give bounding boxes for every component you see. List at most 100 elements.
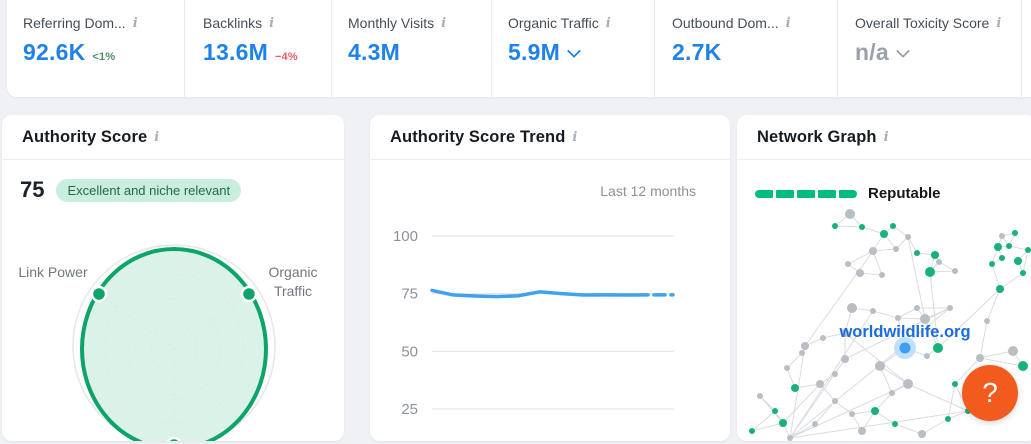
metric-value-dropdown[interactable]: n/a (855, 39, 1021, 66)
graph-node[interactable] (989, 261, 995, 267)
graph-node[interactable] (820, 335, 826, 341)
graph-node[interactable] (952, 381, 958, 387)
graph-node[interactable] (858, 427, 866, 435)
graph-node[interactable] (905, 234, 911, 240)
metric-label: Referring Dom... i (23, 15, 184, 31)
graph-node[interactable] (1012, 230, 1018, 236)
metric-monthly-visits: Monthly Visits i 4.3M (332, 0, 492, 97)
graph-node[interactable] (801, 342, 809, 350)
graph-node[interactable] (871, 407, 879, 415)
trend-line (430, 288, 650, 299)
info-icon[interactable]: i (154, 129, 160, 145)
metric-label-text: Overall Toxicity Score (855, 15, 990, 31)
info-icon[interactable]: i (132, 15, 138, 31)
graph-node[interactable] (903, 379, 913, 389)
info-icon[interactable]: i (269, 15, 275, 31)
help-button[interactable]: ? (962, 365, 1018, 421)
graph-node[interactable] (779, 419, 787, 427)
graph-node[interactable] (925, 267, 935, 277)
graph-node[interactable] (976, 354, 984, 362)
graph-node[interactable] (787, 435, 793, 441)
graph-node[interactable] (870, 308, 876, 314)
metric-label-text: Backlinks (203, 15, 263, 31)
graph-node[interactable] (869, 247, 877, 255)
authority-radar-chart (72, 244, 276, 441)
graph-node[interactable] (847, 303, 857, 313)
graph-node[interactable] (845, 261, 851, 267)
question-mark-icon: ? (982, 377, 998, 408)
info-icon[interactable]: i (883, 129, 889, 145)
graph-node[interactable] (812, 421, 818, 427)
graph-node-center[interactable] (899, 342, 911, 354)
graph-node[interactable] (879, 272, 885, 278)
graph-node[interactable] (914, 250, 920, 256)
graph-node[interactable] (984, 318, 990, 324)
chevron-down-icon[interactable] (566, 43, 582, 59)
graph-node[interactable] (749, 428, 755, 434)
graph-node[interactable] (784, 365, 790, 371)
graph-node[interactable] (918, 430, 926, 438)
graph-node[interactable] (841, 329, 849, 337)
legend-label: Reputable (868, 185, 941, 202)
info-icon[interactable]: i (572, 129, 578, 145)
y-axis-tick: 100 (393, 228, 418, 245)
graph-node[interactable] (841, 355, 849, 363)
graph-node[interactable] (1006, 243, 1012, 249)
card-header: Authority Score Trend i (370, 115, 730, 160)
graph-node[interactable] (875, 361, 885, 371)
graph-node[interactable] (999, 255, 1005, 261)
graph-node[interactable] (996, 285, 1004, 293)
graph-node[interactable] (880, 230, 888, 238)
metric-delta: <1% (92, 51, 116, 63)
graph-node[interactable] (772, 408, 778, 414)
graph-node[interactable] (936, 259, 942, 265)
info-icon[interactable]: i (785, 15, 791, 31)
card-header: Network Graph i (737, 115, 1031, 160)
metric-label: Backlinks i (203, 15, 331, 31)
graph-node[interactable] (892, 421, 898, 427)
graph-node[interactable] (999, 233, 1005, 239)
graph-node[interactable] (952, 268, 958, 274)
graph-node[interactable] (1014, 257, 1022, 265)
graph-node[interactable] (832, 398, 838, 404)
graph-node[interactable] (1020, 270, 1026, 276)
info-icon[interactable]: i (441, 15, 447, 31)
graph-node[interactable] (947, 305, 953, 311)
graph-node[interactable] (933, 343, 943, 353)
graph-node[interactable] (895, 315, 901, 321)
graph-node[interactable] (856, 269, 864, 277)
radar-point-link-power[interactable] (90, 285, 108, 303)
card-header: Authority Score i (2, 115, 344, 160)
graph-node[interactable] (757, 393, 763, 399)
graph-node[interactable] (945, 416, 951, 422)
graph-node[interactable] (859, 224, 865, 230)
graph-node[interactable] (924, 353, 930, 359)
graph-node[interactable] (845, 209, 855, 219)
graph-node[interactable] (890, 223, 896, 229)
metric-label-text: Referring Dom... (23, 15, 126, 31)
chevron-down-icon[interactable] (895, 43, 910, 59)
info-icon[interactable]: i (605, 15, 611, 31)
graph-node[interactable] (920, 314, 930, 324)
graph-node[interactable] (832, 223, 838, 229)
network-center-label[interactable]: worldwildlife.org (838, 323, 970, 341)
graph-node[interactable] (849, 411, 855, 417)
info-icon[interactable]: i (996, 15, 1002, 31)
graph-node[interactable] (791, 384, 799, 392)
graph-node[interactable] (994, 243, 1002, 251)
network-graph-canvas[interactable]: worldwildlife.org (737, 161, 1031, 441)
metric-label: Organic Traffic i (508, 15, 654, 31)
graph-node[interactable] (832, 371, 838, 377)
graph-node[interactable] (1008, 346, 1018, 356)
graph-node[interactable] (914, 305, 920, 311)
radar-point-bottom[interactable] (166, 436, 182, 441)
graph-node[interactable] (799, 350, 805, 356)
graph-node[interactable] (931, 251, 939, 259)
graph-node[interactable] (893, 246, 899, 252)
radar-point-organic-traffic[interactable] (240, 285, 258, 303)
graph-node[interactable] (1025, 247, 1031, 253)
graph-node[interactable] (816, 380, 824, 388)
graph-node[interactable] (889, 390, 895, 396)
metric-value-dropdown[interactable]: 5.9M (508, 39, 654, 66)
graph-node[interactable] (1018, 361, 1028, 371)
